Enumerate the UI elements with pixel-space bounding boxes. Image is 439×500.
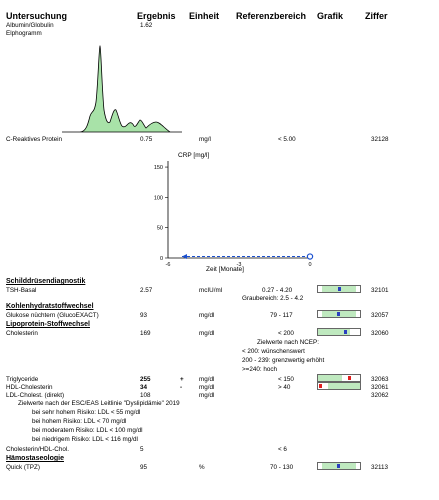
hdl-code: 32061	[371, 384, 389, 391]
quick-graph	[317, 462, 361, 470]
y-tick-label: 150	[154, 165, 163, 171]
section-haemostase: Hämostaseologie	[6, 455, 64, 462]
glukose-marker	[337, 312, 340, 316]
glukose-graph	[317, 310, 361, 318]
chol-code: 32060	[371, 330, 389, 337]
ldl-name: LDL-Cholest. (direkt)	[6, 392, 65, 399]
tsh-value: 2.57	[140, 287, 153, 294]
chol-marker	[344, 330, 347, 334]
tsh-unit: mcIU/ml	[199, 287, 223, 294]
trig-code: 32063	[371, 376, 389, 383]
section-schilddruese: Schilddrüsendiagnostik	[6, 278, 86, 285]
tsh-graph	[317, 285, 361, 293]
x-tick-label: -3	[237, 262, 242, 268]
y-tick-label: 100	[154, 195, 163, 201]
glukose-unit: mg/dl	[199, 312, 215, 319]
elphogramm-label: Elphogramm	[6, 30, 42, 37]
chart-ylabel: CRP [mg/l]	[178, 152, 209, 159]
chol-note-2: < 200: wünschenswert	[242, 348, 305, 355]
trig-name: Triglyceride	[6, 376, 39, 383]
chol-graph	[317, 328, 361, 336]
hdl-name: HDL-Cholesterin	[6, 384, 53, 391]
quick-value: 95	[140, 464, 148, 471]
chol-note-4: >=240: hoch	[242, 366, 278, 373]
ldl-note-4: bei moderatem Risiko: LDL < 100 mg/dl	[32, 427, 143, 434]
quick-name: Quick (TPZ)	[6, 464, 40, 471]
trig-unit: mg/dl	[199, 376, 215, 383]
ldl-note-3: bei hohem Risiko: LDL < 70 mg/dl	[32, 418, 127, 425]
trig-value: 255	[140, 376, 151, 383]
section-lipoprotein: Lipoprotein-Stoffwechsel	[6, 321, 90, 328]
trig-marker	[348, 376, 351, 380]
chol-value: 169	[140, 330, 151, 337]
glukose-ref: 79 - 117	[270, 312, 293, 319]
chol-note-3: 200 - 239: grenzwertig erhöht	[242, 357, 325, 364]
ldl-note-1: Zielwerte nach der ESC/EAS Leitlinie "Dy…	[18, 400, 180, 407]
col-header-referenzbereich: Referenzbereich	[236, 11, 307, 21]
section-kohlenhydrat: Kohlenhydratstoffwechsel	[6, 303, 94, 310]
col-header-untersuchung: Untersuchung	[6, 11, 68, 21]
chol-range-band	[318, 329, 350, 335]
col-header-ergebnis: Ergebnis	[137, 11, 176, 21]
cholhdl-ref: < 6	[278, 446, 287, 453]
trig-flag: +	[180, 376, 184, 383]
tsh-code: 32101	[371, 287, 389, 294]
elphogramm-graph	[62, 45, 182, 133]
x-tick-label: -6	[166, 262, 171, 268]
cholhdl-value: 5	[140, 446, 144, 453]
tsh-ref-grey: Graubereich: 2.5 - 4.2	[242, 295, 304, 302]
quick-code: 32113	[371, 464, 389, 471]
col-header-ziffer: Ziffer	[365, 11, 388, 21]
ldl-unit: mg/dl	[199, 392, 215, 399]
quick-ref: 70 - 130	[270, 464, 294, 471]
crp-unit: mg/l	[199, 136, 211, 143]
tsh-ref: 0.27 - 4.20	[262, 287, 293, 294]
chol-unit: mg/dl	[199, 330, 215, 337]
col-header-grafik: Grafik	[317, 11, 344, 21]
elphogramm-curve	[62, 45, 182, 133]
tsh-marker	[338, 287, 341, 291]
quick-unit: %	[199, 464, 205, 471]
ldl-value: 108	[140, 392, 151, 399]
hdl-range-band	[328, 383, 360, 389]
albumin-name: Albumin/Globulin	[6, 22, 54, 29]
ldl-note-2: bei sehr hohem Risiko: LDL < 55 mg/dl	[32, 409, 141, 416]
crp-ref: < 5.00	[278, 136, 296, 143]
y-tick-label: 0	[160, 256, 163, 262]
col-header-einheit: Einheit	[189, 11, 220, 21]
crp-series-arrow	[182, 254, 187, 260]
hdl-unit: mg/dl	[199, 384, 215, 391]
hdl-graph	[317, 382, 361, 390]
cholhdl-name: Cholesterin/HDL-Chol.	[6, 446, 69, 453]
hdl-value: 34	[140, 384, 148, 391]
trig-range-band	[318, 375, 342, 381]
chol-ref: < 200	[278, 330, 294, 337]
glukose-code: 32057	[371, 312, 389, 319]
glukose-value: 93	[140, 312, 148, 319]
trig-ref: < 150	[278, 376, 294, 383]
trig-graph	[317, 374, 361, 382]
chart-xlabel: Zeit [Monate]	[206, 266, 244, 273]
crp-code: 32128	[371, 136, 389, 143]
crp-data-point	[306, 253, 314, 260]
quick-marker	[337, 464, 340, 468]
crp-name: C-Reaktives Protein	[6, 136, 62, 143]
ldl-code: 32062	[371, 392, 389, 399]
tsh-name: TSH-Basal	[6, 287, 37, 294]
chol-name: Cholesterin	[6, 330, 38, 337]
x-tick-label: 0	[308, 262, 311, 268]
hdl-flag: -	[180, 384, 183, 391]
ldl-note-5: bei niedrigem Risiko: LDL < 116 mg/dl	[32, 436, 138, 443]
crp-value: 0.75	[140, 136, 153, 143]
albumin-value: 1.62	[140, 22, 153, 29]
y-tick-label: 50	[157, 226, 163, 232]
glukose-name: Glukose nüchtern (GlucoEXACT)	[6, 312, 99, 319]
hdl-ref: > 40	[278, 384, 291, 391]
hdl-marker	[319, 384, 322, 388]
chol-note-1: Zielwerte nach NCEP:	[257, 339, 319, 346]
